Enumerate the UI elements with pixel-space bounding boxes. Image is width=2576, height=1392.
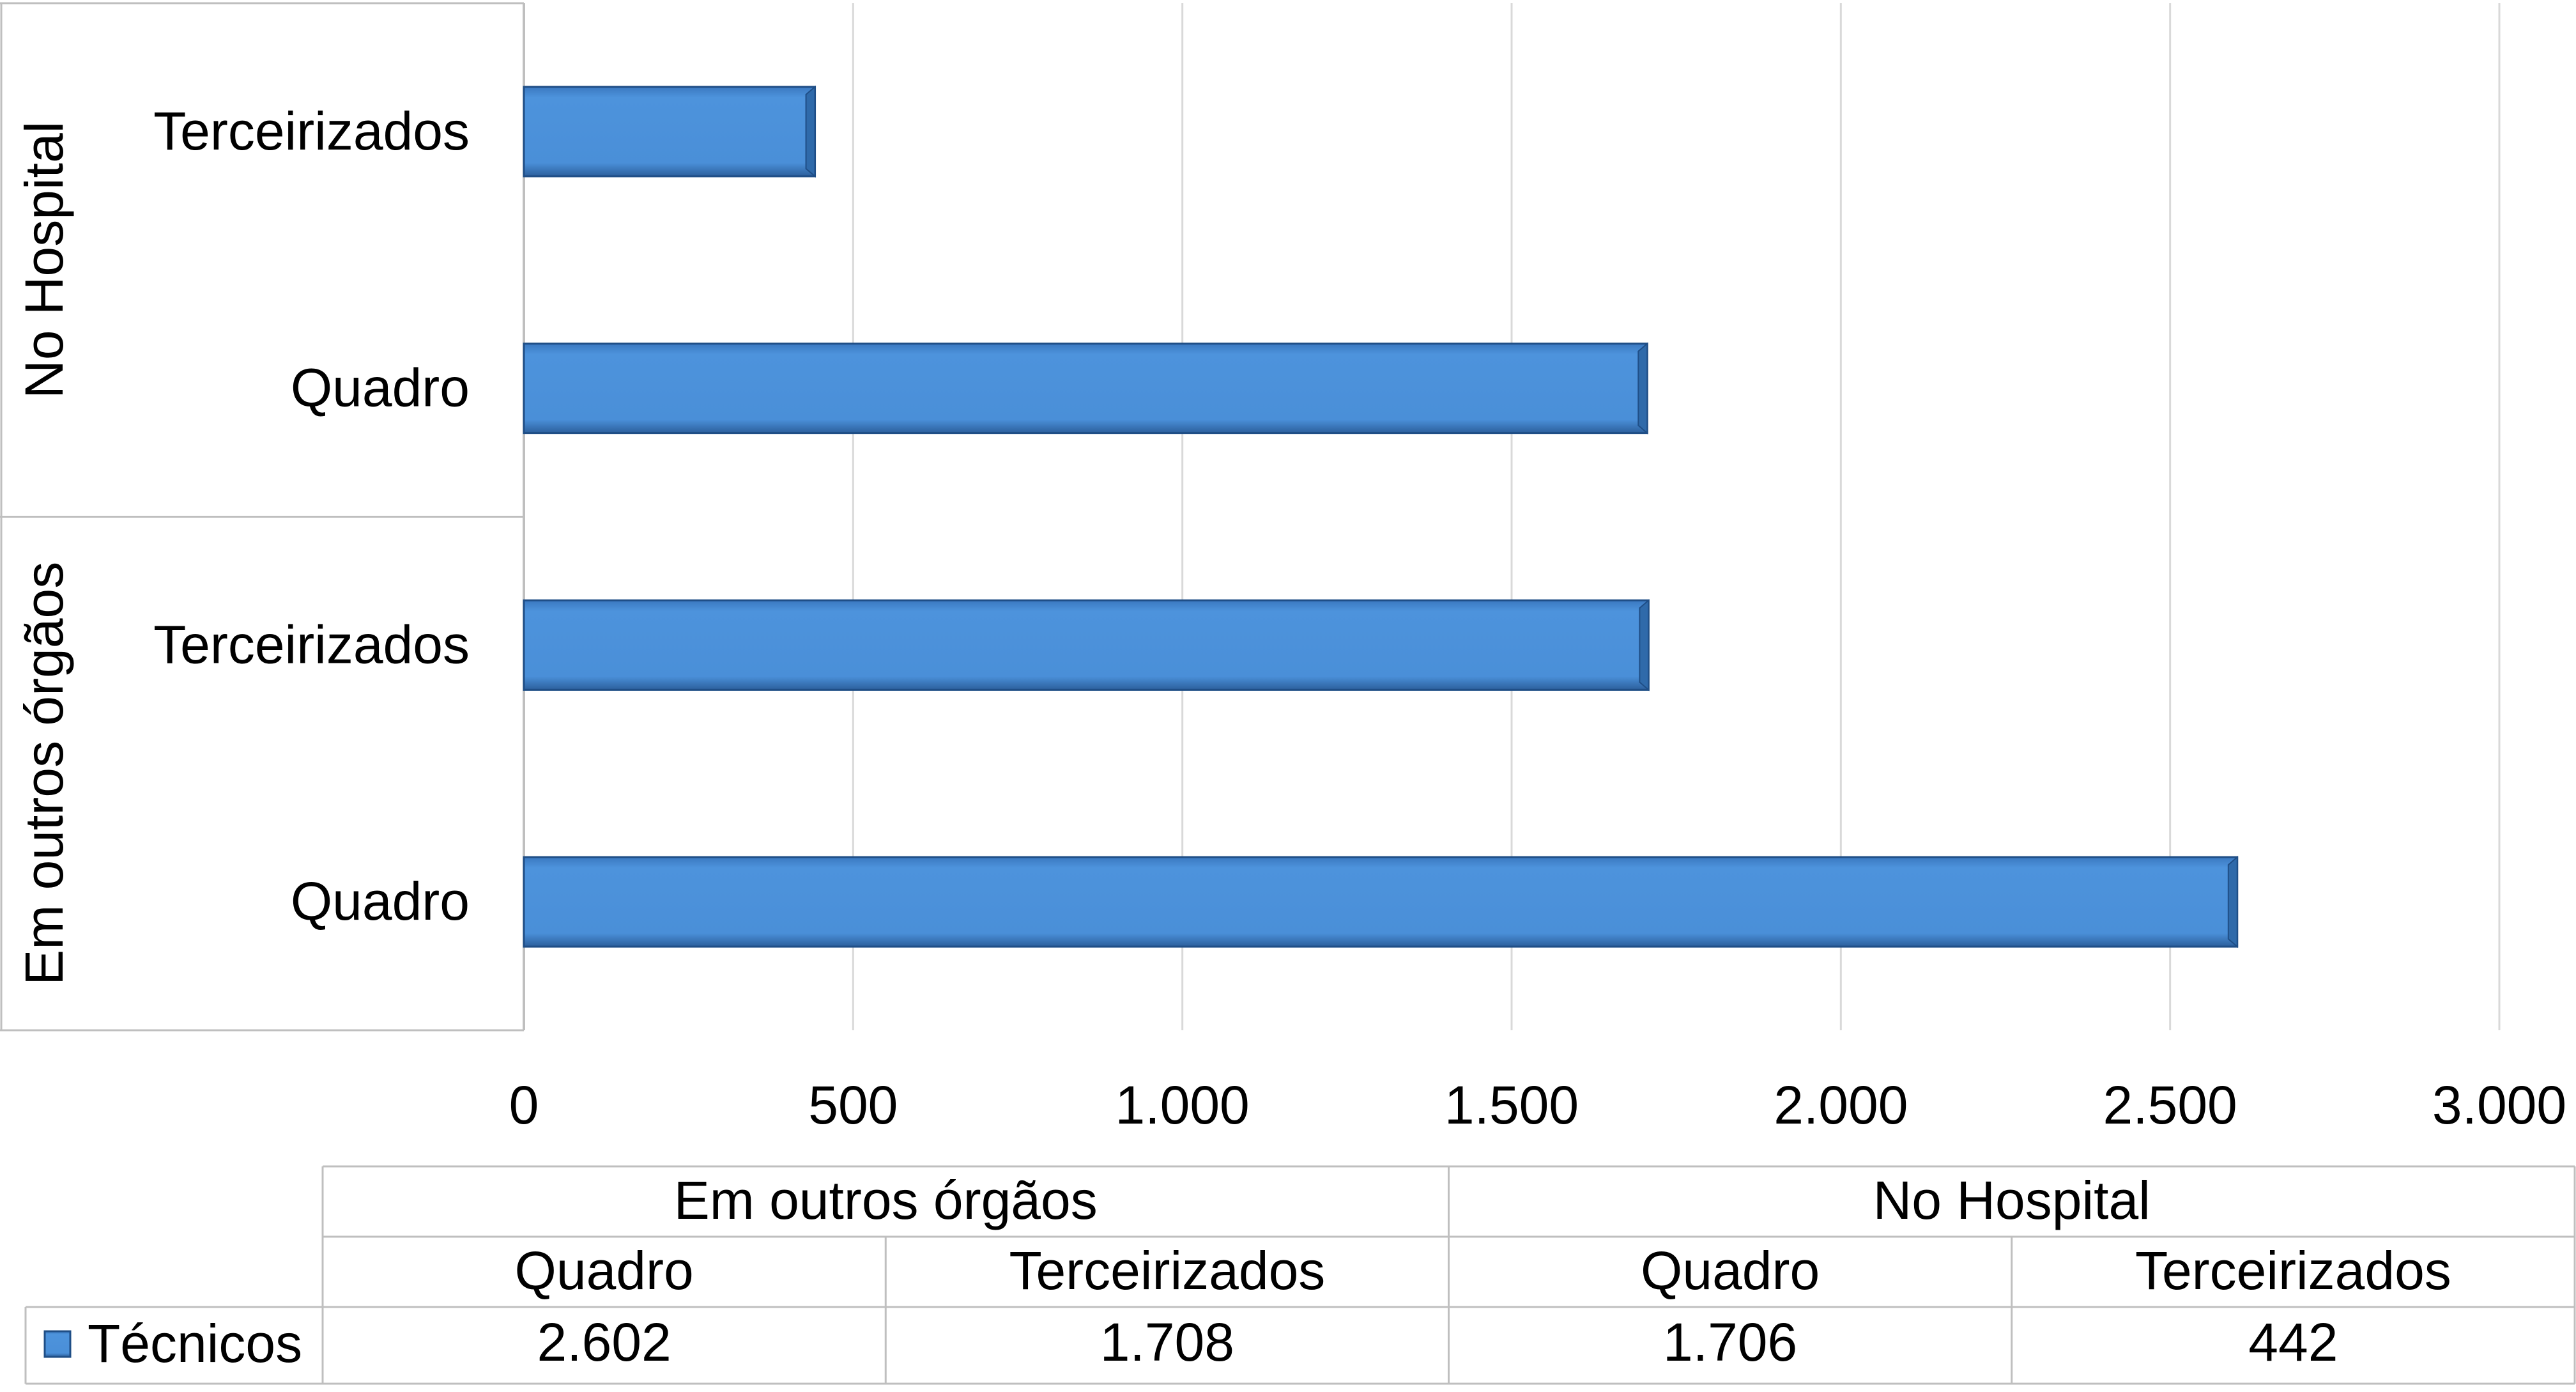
category-label: Quadro	[291, 871, 470, 931]
table-category-header: Terceirizados	[1009, 1241, 1325, 1301]
category-label: Quadro	[291, 358, 470, 418]
legend-key	[43, 1330, 72, 1358]
group-label: No Hospital	[14, 121, 74, 399]
table-group-header: No Hospital	[1873, 1170, 2150, 1230]
table-group-header: Em outros órgãos	[674, 1170, 1098, 1230]
x-tick-label: 500	[808, 1075, 898, 1135]
category-axis-frame	[0, 2, 524, 1032]
group-label: Em outros órgãos	[14, 562, 74, 986]
x-tick-label: 1.000	[1116, 1075, 1250, 1135]
table-category-header: Quadro	[515, 1241, 694, 1301]
bar	[523, 343, 1648, 435]
table-value: 1.706	[1663, 1312, 1797, 1372]
bar	[523, 599, 1650, 691]
x-tick-label: 2.000	[1774, 1075, 1908, 1135]
table-category-header: Terceirizados	[2135, 1241, 2451, 1301]
x-tick-label: 3.000	[2432, 1075, 2566, 1135]
bar	[523, 856, 2239, 948]
category-label: Terceirizados	[153, 101, 470, 161]
category-labels: Quadro Terceirizados Quadro Terceirizados Em…	[14, 101, 470, 986]
x-tick-label: 1.500	[1445, 1075, 1579, 1135]
table-value: 2.602	[537, 1312, 671, 1372]
x-tick-label: 0	[509, 1075, 539, 1135]
bars	[523, 85, 2239, 948]
category-label: Terceirizados	[153, 614, 470, 674]
bar-end-bevel	[1637, 342, 1648, 435]
bar	[523, 86, 816, 178]
legend-series-name: Técnicos	[88, 1313, 302, 1373]
bar-end-bevel	[1639, 599, 1650, 692]
data-table: Em outros órgãos No Hospital Quadro 2.602 Te…	[24, 1165, 2576, 1385]
table-value: 442	[2248, 1312, 2338, 1372]
bar-end-bevel	[2227, 855, 2238, 948]
x-tick-label: 2.500	[2103, 1075, 2237, 1135]
table-value: 1.708	[1100, 1312, 1234, 1372]
table-category-header: Quadro	[1641, 1241, 1820, 1301]
bar-end-bevel	[805, 85, 816, 178]
x-axis-ticks: 0 500 1.000 1.500 2.000 2.500 3.000	[509, 1075, 2566, 1135]
